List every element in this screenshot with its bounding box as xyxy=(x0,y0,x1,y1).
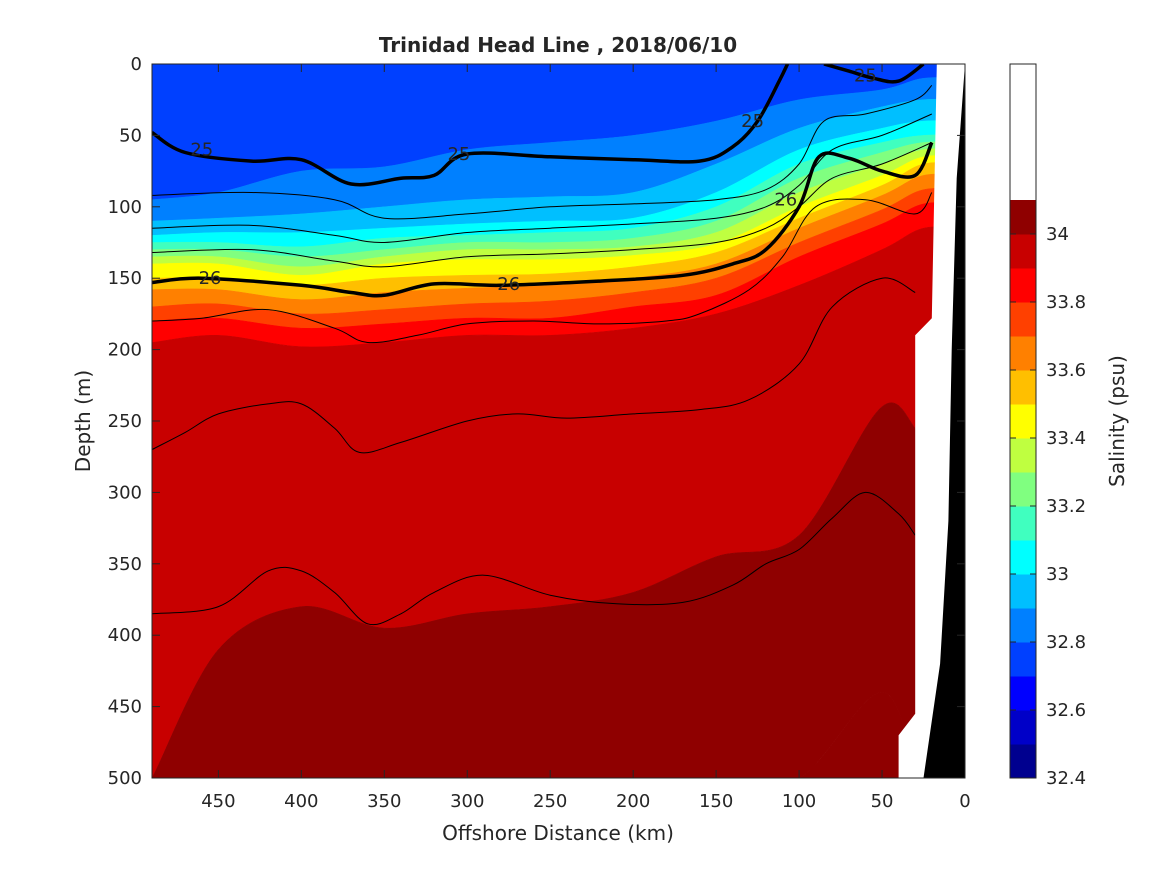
colorbar-swatch xyxy=(1010,710,1036,745)
y-axis-label: Depth (m) xyxy=(71,370,95,472)
y-tick-label: 200 xyxy=(108,340,142,361)
colorbar-swatch xyxy=(1010,642,1036,677)
colorbar-swatch xyxy=(1010,370,1036,405)
colorbar-tick-label: 33.6 xyxy=(1046,360,1086,381)
colorbar-tick-label: 33.8 xyxy=(1046,292,1086,313)
contour-line-2 xyxy=(152,141,934,298)
x-tick-label: 150 xyxy=(699,791,733,812)
x-tick-label: 350 xyxy=(367,791,401,812)
contour-label-1: 25 xyxy=(447,144,470,165)
x-tick-label: 50 xyxy=(871,791,894,812)
contour-line-5 xyxy=(152,142,932,268)
contour-line-3 xyxy=(152,85,933,220)
contour-labels: 25 25 25 25 26 26 26 xyxy=(190,65,877,294)
y-tick-label: 100 xyxy=(108,197,142,218)
x-tick-label: 100 xyxy=(782,791,816,812)
y-tick-label: 350 xyxy=(108,554,142,575)
x-axis-label: Offshore Distance (km) xyxy=(442,821,674,845)
colorbar: 32.4 32.6 32.8 33 33.2 33.4 33.6 33.8 34 xyxy=(1009,63,1086,789)
colorbar-tick-label: 33.4 xyxy=(1046,428,1086,449)
colorbar-swatch xyxy=(1010,676,1036,711)
x-tick-label: 0 xyxy=(959,791,970,812)
y-axis-ticks: 0 50 100 150 200 250 300 350 400 450 500 xyxy=(108,54,965,789)
seafloor xyxy=(923,64,965,778)
colorbar-swatch xyxy=(1010,268,1036,303)
colorbar-tick-label: 33.2 xyxy=(1046,496,1086,517)
x-tick-label: 200 xyxy=(616,791,650,812)
contour-line-7 xyxy=(152,277,916,454)
y-tick-label: 400 xyxy=(108,625,142,646)
contour-line-6 xyxy=(152,192,933,344)
colorbar-swatch xyxy=(1010,438,1036,473)
y-tick-label: 250 xyxy=(108,411,142,432)
x-tick-label: 250 xyxy=(533,791,567,812)
colorbar-tick-label: 33 xyxy=(1046,564,1069,585)
colorbar-tick-label: 34 xyxy=(1046,224,1069,245)
y-tick-label: 500 xyxy=(108,768,142,789)
colorbar-swatch xyxy=(1010,336,1036,371)
y-tick-label: 450 xyxy=(108,697,142,718)
contour-label-2: 25 xyxy=(741,111,764,132)
salinity-band-13 xyxy=(152,402,965,778)
colorbar-frame xyxy=(1009,63,1037,779)
y-tick-label: 50 xyxy=(119,125,142,146)
chart-title: Trinidad Head Line , 2018/06/10 xyxy=(379,33,737,57)
contour-label-6: 26 xyxy=(774,190,797,211)
colorbar-swatch xyxy=(1010,200,1036,235)
contour-label-3: 25 xyxy=(854,65,877,86)
contour-line-4 xyxy=(152,113,932,244)
colorbar-swatch xyxy=(1010,574,1036,609)
colorbar-swatch xyxy=(1010,744,1036,779)
contour-label-5: 26 xyxy=(497,274,520,295)
colorbar-swatch xyxy=(1010,608,1036,643)
density-contour-lines xyxy=(152,64,934,626)
x-tick-label: 450 xyxy=(201,791,235,812)
colorbar-swatch xyxy=(1010,234,1036,269)
contour-line-1 xyxy=(823,64,925,84)
y-tick-label: 150 xyxy=(108,268,142,289)
salinity-fill-layers xyxy=(152,64,965,778)
plot-area: 25 25 25 25 26 26 26 xyxy=(152,64,965,778)
x-axis-ticks: 450 400 350 300 250 200 150 100 50 0 xyxy=(201,64,971,812)
colorbar-tick-label: 32.6 xyxy=(1046,700,1086,721)
colorbar-swatch xyxy=(1010,506,1036,541)
colorbar-swatch xyxy=(1010,540,1036,575)
contour-line-8 xyxy=(152,491,916,626)
colorbar-tick-label: 32.8 xyxy=(1046,632,1086,653)
contour-line-0 xyxy=(152,64,790,187)
y-tick-label: 0 xyxy=(131,54,142,75)
x-tick-label: 300 xyxy=(450,791,484,812)
colorbar-swatch xyxy=(1010,302,1036,337)
colorbar-swatch xyxy=(1010,472,1036,507)
salinity-band-14 xyxy=(152,692,965,778)
contour-label-4: 26 xyxy=(199,268,222,289)
colorbar-label: Salinity (psu) xyxy=(1105,355,1129,487)
y-tick-label: 300 xyxy=(108,482,142,503)
seafloor-and-gap xyxy=(898,64,965,778)
contour-label-0: 25 xyxy=(190,140,213,161)
colorbar-tick-label: 32.4 xyxy=(1046,768,1086,789)
colorbar-swatch xyxy=(1010,404,1036,439)
x-tick-label: 400 xyxy=(284,791,318,812)
